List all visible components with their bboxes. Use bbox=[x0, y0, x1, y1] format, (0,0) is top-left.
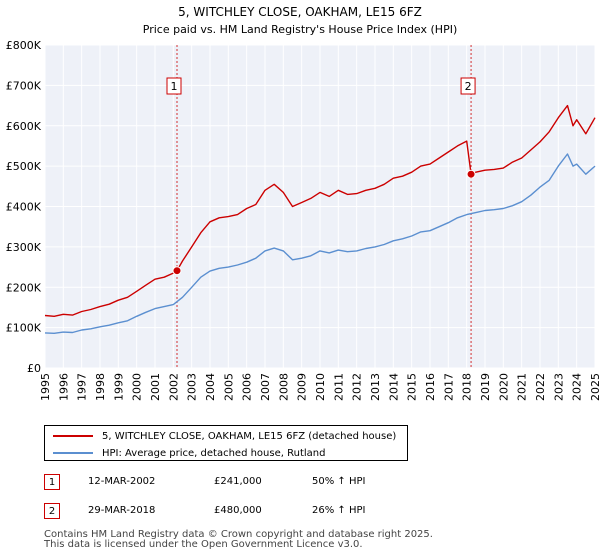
sale-price: £241,000 bbox=[214, 476, 262, 487]
x-tick-label: 2016 bbox=[424, 373, 437, 401]
sale-point bbox=[466, 169, 476, 179]
sale-marker-box bbox=[460, 77, 476, 95]
x-tick-label: 2018 bbox=[461, 373, 474, 401]
x-tick-label: 2019 bbox=[479, 373, 492, 401]
legend-item-property: 5, WITCHLEY CLOSE, OAKHAM, LE15 6FZ (det… bbox=[45, 427, 396, 445]
property-series-line bbox=[44, 104, 596, 317]
x-tick-label: 2000 bbox=[131, 373, 144, 401]
sale-marker-label: 2 bbox=[465, 80, 472, 93]
sale-hpi-change: 26% ↑ HPI bbox=[312, 505, 366, 516]
legend: 5, WITCHLEY CLOSE, OAKHAM, LE15 6FZ (det… bbox=[44, 425, 408, 461]
x-tick-label: 2007 bbox=[259, 373, 272, 401]
x-tick-label: 2005 bbox=[222, 373, 235, 401]
sale-date: 29-MAR-2018 bbox=[88, 505, 156, 516]
x-tick-label: 1999 bbox=[112, 373, 125, 401]
sale-point bbox=[172, 266, 182, 276]
price-chart: 5, WITCHLEY CLOSE, OAKHAM, LE15 6FZ Pric… bbox=[6, 5, 600, 401]
x-tick-label: 1996 bbox=[57, 373, 70, 401]
y-tick-label: £400K bbox=[6, 201, 42, 214]
sale-badge-1: 1 bbox=[44, 474, 60, 490]
footer: Contains HM Land Registry data © Crown c… bbox=[44, 530, 433, 550]
sale-marker-label: 1 bbox=[171, 80, 178, 93]
y-tick-label: £500K bbox=[6, 160, 42, 173]
y-tick-label: £800K bbox=[6, 39, 42, 52]
x-tick-label: 2020 bbox=[497, 373, 510, 401]
chart-subtitle: Price paid vs. HM Land Registry's House … bbox=[143, 23, 458, 36]
x-tick-label: 2013 bbox=[369, 373, 382, 401]
y-tick-label: £300K bbox=[6, 241, 42, 254]
footer-licence: This data is licensed under the Open Gov… bbox=[44, 539, 363, 550]
chart-title: 5, WITCHLEY CLOSE, OAKHAM, LE15 6FZ bbox=[178, 5, 422, 19]
legend-swatch-property bbox=[53, 435, 93, 437]
x-tick-label: 2023 bbox=[552, 373, 565, 401]
x-tick-label: 2010 bbox=[314, 373, 327, 401]
sale-date: 12-MAR-2002 bbox=[88, 476, 156, 487]
y-tick-label: £200K bbox=[6, 281, 42, 294]
sale-hpi-change: 50% ↑ HPI bbox=[312, 476, 366, 487]
x-tick-label: 2011 bbox=[332, 373, 345, 401]
x-tick-label: 2025 bbox=[589, 373, 600, 401]
x-tick-label: 2015 bbox=[406, 373, 419, 401]
x-tick-label: 2012 bbox=[351, 373, 364, 401]
x-tick-label: 2009 bbox=[296, 373, 309, 401]
sale-badge-2: 2 bbox=[44, 503, 60, 519]
sale-marker-box bbox=[166, 77, 182, 95]
x-tick-label: 1997 bbox=[76, 373, 89, 401]
legend-label-hpi: HPI: Average price, detached house, Rutl… bbox=[102, 447, 326, 459]
y-tick-label: £100K bbox=[6, 322, 42, 335]
x-tick-label: 1995 bbox=[39, 373, 52, 401]
x-tick-label: 2008 bbox=[277, 373, 290, 401]
x-tick-label: 2006 bbox=[241, 373, 254, 401]
x-tick-label: 2004 bbox=[204, 373, 217, 401]
x-tick-label: 2002 bbox=[167, 373, 180, 401]
y-tick-label: £700K bbox=[6, 79, 42, 92]
x-tick-label: 2017 bbox=[442, 373, 455, 401]
sale-row-2: 2 29-MAR-2018 £480,000 26% ↑ HPI bbox=[44, 503, 564, 521]
x-tick-label: 2014 bbox=[387, 373, 400, 401]
footer-copyright: Contains HM Land Registry data © Crown c… bbox=[44, 529, 433, 540]
x-tick-label: 2003 bbox=[186, 373, 199, 401]
x-tick-label: 2024 bbox=[571, 373, 584, 401]
x-tick-label: 2021 bbox=[516, 373, 529, 401]
hpi-series-line bbox=[44, 153, 596, 334]
y-tick-label: £600K bbox=[6, 120, 42, 133]
sale-price: £480,000 bbox=[214, 505, 262, 516]
legend-label-property: 5, WITCHLEY CLOSE, OAKHAM, LE15 6FZ (det… bbox=[102, 430, 397, 442]
legend-item-hpi: HPI: Average price, detached house, Rutl… bbox=[45, 444, 325, 462]
y-tick-label: £0 bbox=[27, 362, 41, 375]
sale-row-1: 1 12-MAR-2002 £241,000 50% ↑ HPI bbox=[44, 474, 564, 492]
legend-swatch-hpi bbox=[53, 452, 93, 454]
x-tick-label: 1998 bbox=[94, 373, 107, 401]
x-tick-label: 2022 bbox=[534, 373, 547, 401]
x-tick-label: 2001 bbox=[149, 373, 162, 401]
